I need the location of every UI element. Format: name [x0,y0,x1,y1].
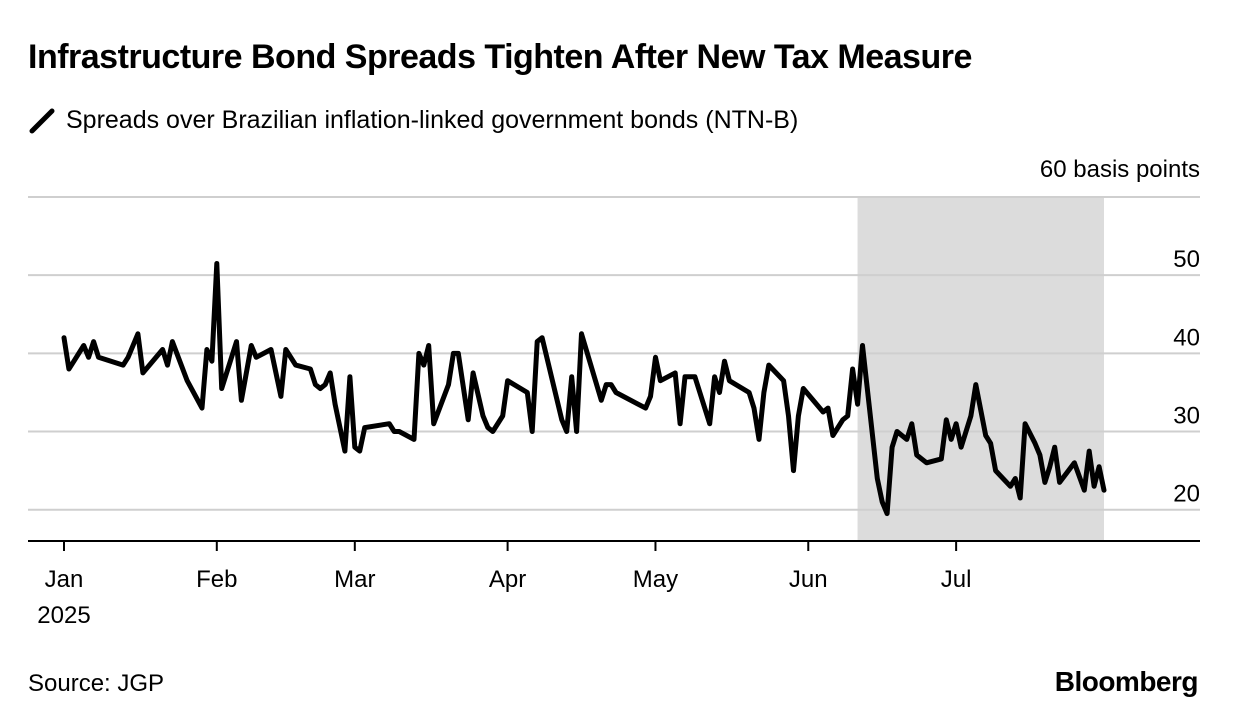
source-note: Source: JGP [28,670,165,697]
y-tick-label: 20 [1173,481,1200,508]
x-tick-label: May [633,566,678,593]
shaded-period [857,197,1104,541]
y-unit-label: 60 basis points [1040,156,1200,183]
x-tick-label: Feb [196,566,237,593]
legend-label: Spreads over Brazilian inflation-linked … [66,106,799,134]
series-line [61,261,1107,517]
x-tick-label: Apr [489,566,526,593]
line-legend-icon [29,108,55,133]
y-tick-label: 40 [1173,324,1200,351]
legend: Spreads over Brazilian inflation-linked … [28,106,798,135]
x-tick-sublabel: 2025 [37,602,90,629]
chart-title: Infrastructure Bond Spreads Tighten Afte… [28,38,972,76]
x-tick-label: Jun [789,566,828,593]
y-tick-label: 30 [1173,403,1200,430]
x-tick-label: Mar [334,566,375,593]
x-tick-label: Jan [45,566,84,593]
x-tick-label: Jul [941,566,972,593]
bloomberg-logo: Bloomberg [1054,666,1199,697]
y-tick-label: 50 [1173,246,1200,273]
